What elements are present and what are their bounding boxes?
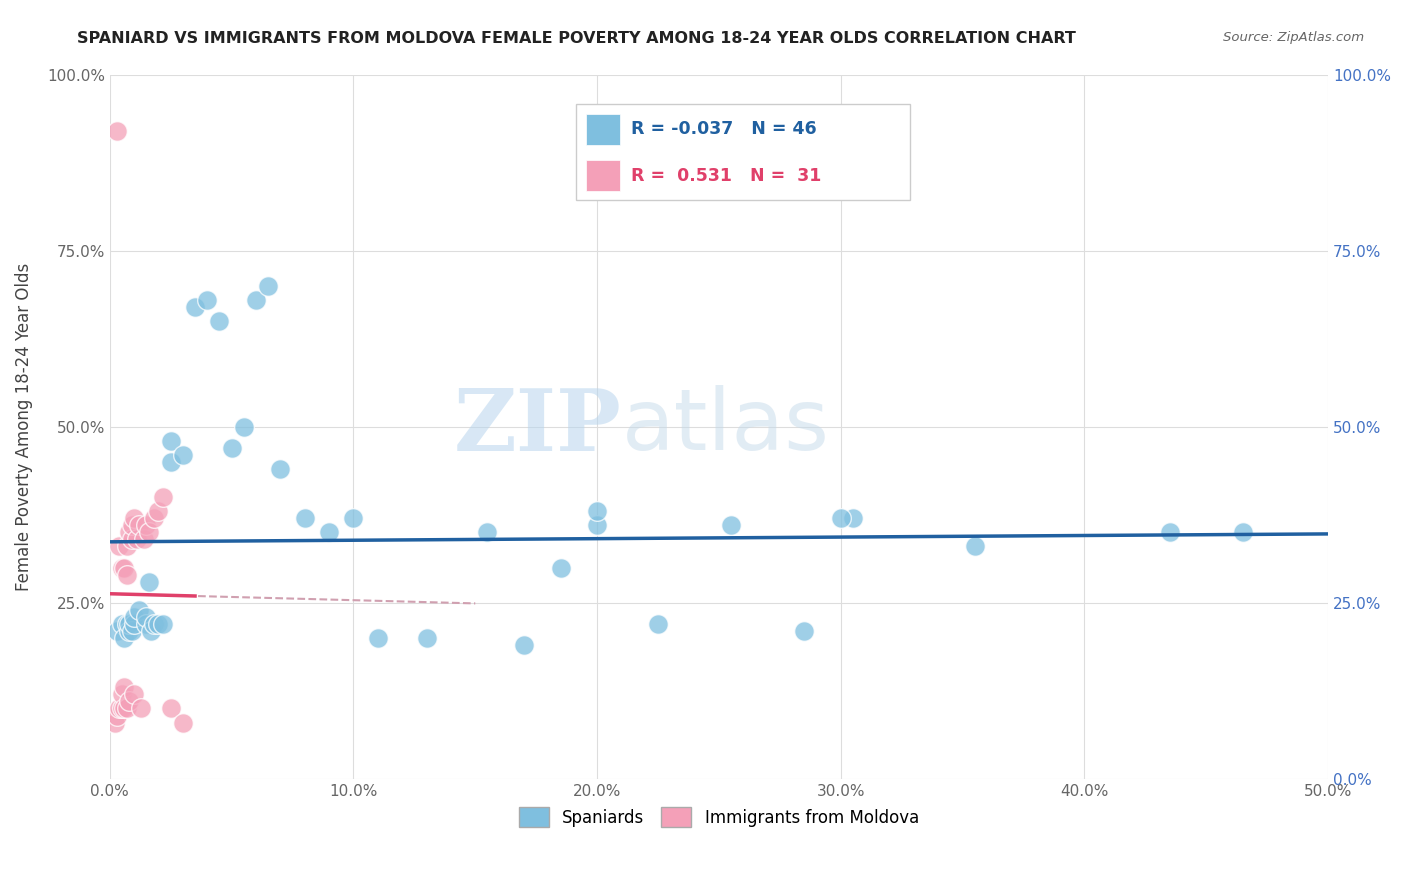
Point: [115, 616, 138, 631]
Point: [269, 462, 291, 476]
Point: [131, 701, 153, 715]
Point: [152, 616, 174, 631]
Point: [128, 603, 150, 617]
Point: [121, 624, 143, 638]
Point: [142, 616, 165, 631]
Point: [138, 574, 160, 589]
Point: [141, 624, 163, 638]
Point: [232, 419, 254, 434]
Point: [172, 448, 194, 462]
Point: [105, 124, 128, 138]
Point: [112, 681, 135, 695]
Point: [477, 525, 499, 540]
Point: [184, 300, 207, 314]
Point: [842, 511, 865, 525]
Point: [121, 533, 143, 547]
Point: [121, 518, 143, 533]
Point: [172, 715, 194, 730]
Point: [830, 511, 852, 525]
Y-axis label: Female Poverty Among 18-24 Year Olds: Female Poverty Among 18-24 Year Olds: [15, 262, 32, 591]
Point: [1159, 525, 1181, 540]
Point: [257, 278, 280, 293]
Point: [148, 504, 170, 518]
Point: [138, 525, 160, 540]
Text: ZIP: ZIP: [454, 384, 621, 468]
Point: [128, 518, 150, 533]
Point: [720, 518, 742, 533]
Point: [586, 504, 609, 518]
Point: [132, 533, 155, 547]
Point: [963, 540, 986, 554]
Text: atlas: atlas: [621, 385, 830, 468]
Point: [1232, 525, 1254, 540]
Point: [135, 518, 157, 533]
Point: [550, 560, 572, 574]
Point: [118, 694, 141, 708]
Point: [122, 610, 145, 624]
Point: [793, 624, 815, 638]
Point: [104, 715, 127, 730]
Legend: Spaniards, Immigrants from Moldova: Spaniards, Immigrants from Moldova: [512, 800, 925, 834]
Point: [135, 616, 157, 631]
Point: [586, 518, 609, 533]
Point: [108, 701, 131, 715]
Point: [111, 560, 134, 574]
Point: [108, 540, 131, 554]
Point: [294, 511, 316, 525]
Point: [152, 490, 174, 504]
Point: [159, 455, 181, 469]
Point: [142, 511, 165, 525]
Point: [245, 293, 267, 307]
Point: [115, 540, 138, 554]
Point: [208, 314, 231, 328]
Point: [122, 616, 145, 631]
Point: [148, 616, 170, 631]
Point: [122, 687, 145, 701]
Point: [122, 511, 145, 525]
Point: [221, 441, 243, 455]
Point: [111, 687, 134, 701]
Point: [105, 624, 128, 638]
Point: [159, 434, 181, 448]
Point: [112, 701, 135, 715]
Point: [115, 701, 138, 715]
Point: [115, 567, 138, 582]
Text: Source: ZipAtlas.com: Source: ZipAtlas.com: [1223, 31, 1364, 45]
Point: [111, 701, 134, 715]
Point: [367, 631, 389, 645]
Point: [112, 631, 135, 645]
Point: [125, 533, 148, 547]
Point: [159, 701, 181, 715]
Point: [112, 560, 135, 574]
Point: [513, 638, 536, 652]
Point: [318, 525, 340, 540]
Point: [118, 624, 141, 638]
Point: [342, 511, 364, 525]
Text: SPANIARD VS IMMIGRANTS FROM MOLDOVA FEMALE POVERTY AMONG 18-24 YEAR OLDS CORRELA: SPANIARD VS IMMIGRANTS FROM MOLDOVA FEMA…: [77, 31, 1076, 46]
Point: [118, 525, 141, 540]
Point: [415, 631, 437, 645]
Point: [118, 616, 141, 631]
Point: [195, 293, 218, 307]
Point: [105, 708, 128, 723]
Point: [111, 616, 134, 631]
Point: [135, 610, 157, 624]
Point: [647, 616, 669, 631]
